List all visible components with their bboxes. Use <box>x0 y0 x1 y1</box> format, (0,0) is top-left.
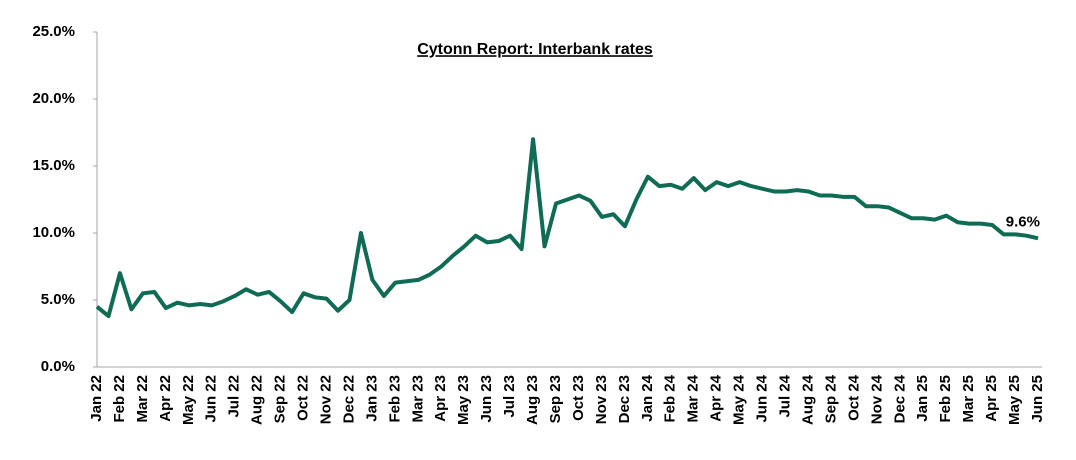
x-tick-label: Jan 22 <box>88 375 105 422</box>
x-tick-label: Feb 24 <box>662 374 679 422</box>
y-tick-label: 25.0% <box>32 23 75 40</box>
x-tick-label: Sep 24 <box>822 374 839 423</box>
x-tick-label: Jun 22 <box>203 375 220 423</box>
y-tick-label: 15.0% <box>32 157 75 174</box>
x-tick-label: Jan 24 <box>639 374 656 421</box>
x-tick-label: Jul 23 <box>501 375 518 418</box>
x-tick-label: Jan 25 <box>914 375 931 422</box>
x-tick-label: Mar 25 <box>960 375 977 423</box>
y-tick-label: 20.0% <box>32 90 75 107</box>
x-tick-label: Dec 22 <box>340 375 357 423</box>
x-tick-label: Mar 24 <box>685 374 702 422</box>
x-tick-label: Dec 24 <box>891 374 908 423</box>
x-tick-label: Mar 23 <box>409 375 426 423</box>
data-label: 9.6% <box>1006 213 1040 230</box>
y-tick-label: 10.0% <box>32 224 75 241</box>
line <box>95 137 1039 319</box>
chart-title: Cytonn Report: Interbank rates <box>417 41 653 58</box>
x-tick-label: Jun 25 <box>1029 375 1046 423</box>
x-tick-label: Dec 23 <box>616 375 633 423</box>
x-tick-label: Oct 24 <box>845 374 862 421</box>
x-tick-label: Nov 23 <box>593 375 610 424</box>
x-tick-label: Jul 24 <box>777 374 794 417</box>
x-tick-label: Apr 22 <box>157 375 174 422</box>
x-tick-label: Jul 22 <box>226 375 243 418</box>
x-tick-label: Aug 23 <box>524 375 541 425</box>
x-tick-label: Jun 24 <box>754 374 771 422</box>
x-tick-label: Apr 23 <box>432 375 449 422</box>
x-tick-label: Sep 22 <box>272 375 289 423</box>
x-tick-label: Sep 23 <box>547 375 564 423</box>
x-tick-label: May 24 <box>731 374 748 425</box>
x-tick-label: Nov 22 <box>317 375 334 424</box>
x-tick-label: Oct 22 <box>295 375 312 421</box>
x-tick-label: Feb 22 <box>111 375 128 423</box>
x-tick-label: Oct 23 <box>570 375 587 421</box>
x-tick-label: May 22 <box>180 375 197 425</box>
x-tick-label: Mar 22 <box>134 375 151 423</box>
x-tick-label: Feb 25 <box>937 375 954 423</box>
y-tick-label: 0.0% <box>41 358 75 375</box>
x-tick-label: Aug 24 <box>799 374 816 425</box>
x-tick-label: Aug 22 <box>249 375 266 425</box>
y-tick-label: 5.0% <box>41 291 75 308</box>
x-tick-label: Apr 24 <box>708 374 725 421</box>
x-tick-label: Jan 23 <box>363 375 380 422</box>
x-tick-label: Nov 24 <box>868 374 885 424</box>
x-tick-label: Feb 23 <box>386 375 403 423</box>
x-tick-label: Jun 23 <box>478 375 495 423</box>
x-tick-label: Apr 25 <box>983 375 1000 422</box>
x-tick-label: May 25 <box>1006 375 1023 425</box>
x-tick-label: May 23 <box>455 375 472 425</box>
